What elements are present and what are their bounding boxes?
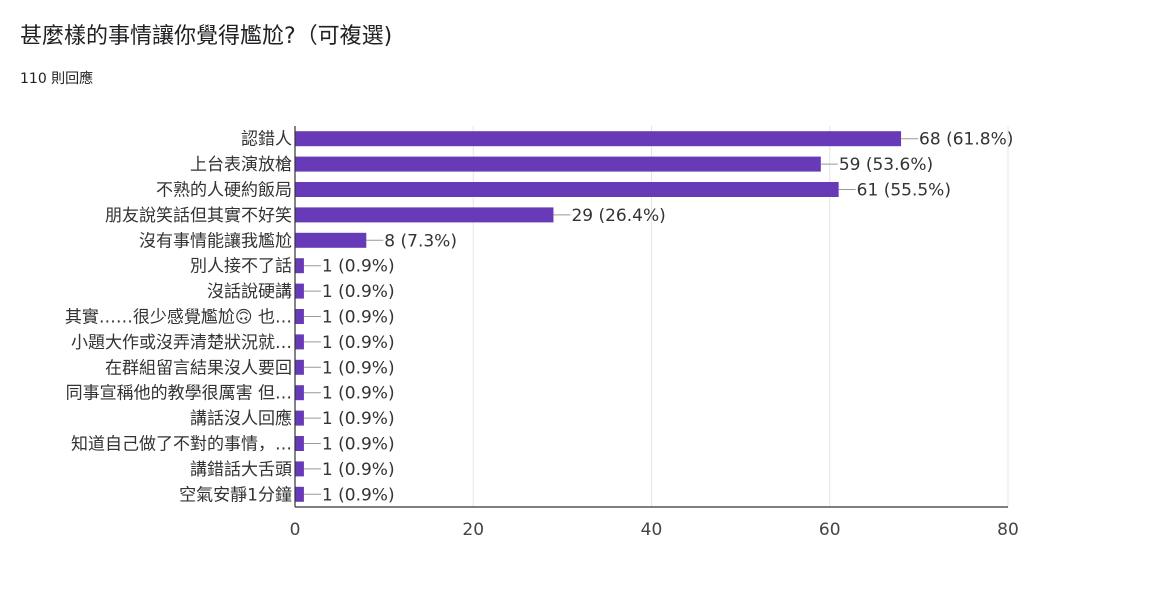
data-label: 1 (0.9%) <box>322 282 395 302</box>
bar <box>295 461 304 477</box>
bar <box>295 182 839 197</box>
bar <box>295 359 304 375</box>
data-label: 1 (0.9%) <box>322 384 395 404</box>
category-label: 不熟的人硬約飯局 <box>156 180 292 201</box>
data-label: 29 (26.4%) <box>571 206 665 226</box>
bar <box>295 156 821 172</box>
category-label: 沒有事情能讓我尷尬 <box>139 230 292 251</box>
question-title: 甚麼樣的事情讓你覺得尷尬?（可複選) <box>20 24 393 49</box>
category-label: 別人接不了話 <box>190 257 292 277</box>
data-label: 1 (0.9%) <box>322 435 395 455</box>
response-count: 110 則回應 <box>20 71 94 87</box>
bar <box>295 385 304 401</box>
data-label: 1 (0.9%) <box>322 460 395 480</box>
bar <box>295 309 304 324</box>
category-label: 其實……很少感覺尷尬🙃 也… <box>65 308 292 328</box>
x-tick-label: 0 <box>290 520 301 540</box>
bar <box>295 131 902 147</box>
category-label: 在群組留言結果沒人要回 <box>105 358 292 378</box>
category-label: 知道自己做了不對的事情，… <box>71 435 292 455</box>
data-label: 1 (0.9%) <box>322 257 395 277</box>
data-label: 59 (53.6%) <box>839 155 933 175</box>
bar <box>295 410 304 426</box>
category-label: 認錯人 <box>241 130 292 150</box>
data-label: 1 (0.9%) <box>322 409 395 429</box>
data-label: 1 (0.9%) <box>322 358 395 378</box>
bar <box>295 232 367 248</box>
bar <box>295 334 304 350</box>
bar <box>295 486 304 502</box>
data-label: 1 (0.9%) <box>322 308 395 328</box>
data-label: 8 (7.3%) <box>384 231 457 251</box>
bar <box>295 436 304 451</box>
bar <box>295 283 304 299</box>
category-label: 同事宣稱他的教學很厲害 但… <box>66 384 292 404</box>
x-tick-label: 40 <box>641 520 663 540</box>
data-label: 1 (0.9%) <box>322 333 395 353</box>
data-label: 68 (61.8%) <box>919 130 1013 150</box>
category-label: 上台表演放槍 <box>190 155 292 175</box>
category-label: 講錯話大舌頭 <box>190 460 292 480</box>
category-label: 小題大作或沒弄清楚狀況就… <box>71 333 292 353</box>
data-label: 61 (55.5%) <box>857 181 951 201</box>
category-label: 空氣安靜1分鐘 <box>179 485 292 505</box>
category-label: 沒話說硬講 <box>207 282 292 302</box>
bar <box>295 207 554 223</box>
x-tick-label: 20 <box>462 520 484 540</box>
x-tick-label: 80 <box>997 520 1019 540</box>
bar <box>295 258 304 274</box>
data-label: 1 (0.9%) <box>322 485 395 505</box>
x-tick-label: 60 <box>819 520 841 540</box>
category-label: 講話沒人回應 <box>190 408 292 429</box>
category-label: 朋友說笑話但其實不好笑 <box>105 206 292 226</box>
